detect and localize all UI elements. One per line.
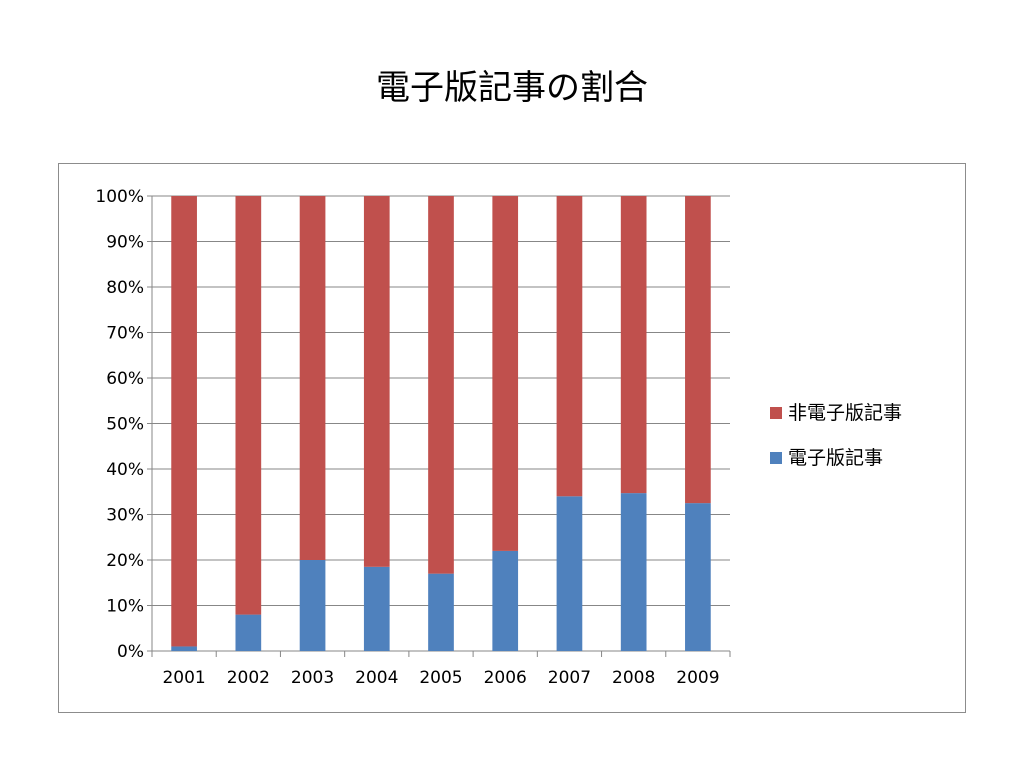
bar-non-electronic	[299, 196, 326, 560]
x-tick-label: 2004	[355, 668, 398, 688]
bar-non-electronic	[492, 196, 519, 551]
bar-non-electronic	[620, 196, 647, 494]
bar-electronic	[299, 560, 326, 651]
x-tick-label: 2002	[227, 668, 270, 688]
bar-electronic	[235, 614, 262, 651]
bar-non-electronic	[363, 196, 390, 567]
y-tick-label: 100%	[95, 187, 144, 207]
y-tick-label: 50%	[106, 415, 144, 435]
legend-swatch	[770, 452, 782, 464]
bar-electronic	[492, 550, 519, 651]
chart-frame: 0% 10% 20% 30% 40% 50% 60% 70% 80% 90% 100% 2001 200…	[58, 163, 966, 713]
bar-electronic	[685, 503, 711, 651]
y-tick-label: 80%	[106, 278, 144, 298]
bar-non-electronic	[235, 196, 262, 615]
bar-electronic	[620, 493, 647, 651]
y-tick-label: 30%	[106, 506, 144, 526]
bar-non-electronic	[556, 196, 583, 497]
y-tick-label: 90%	[106, 233, 144, 253]
x-tick-label: 2005	[419, 668, 462, 688]
legend-label: 電子版記事	[788, 447, 883, 469]
x-tick-label: 2008	[612, 668, 655, 688]
y-tick-label: 20%	[106, 551, 144, 571]
x-tick-label: 2001	[162, 668, 205, 688]
x-tick-label: 2007	[548, 668, 591, 688]
stacked-bar-chart: 0% 10% 20% 30% 40% 50% 60% 70% 80% 90% 100% 2001 200…	[95, 187, 902, 688]
y-tick-label: 0%	[117, 642, 144, 662]
slide-title: 電子版記事の割合	[376, 68, 648, 108]
bar-non-electronic	[685, 196, 711, 504]
legend-label: 非電子版記事	[788, 402, 902, 424]
x-tick-label: 2003	[291, 668, 334, 688]
bar-non-electronic	[171, 196, 197, 647]
y-tick-label: 60%	[106, 369, 144, 389]
y-tick-label: 10%	[106, 597, 144, 617]
bar-electronic	[171, 646, 197, 651]
y-tick-label: 40%	[106, 460, 144, 480]
bar-electronic	[556, 496, 583, 651]
legend-swatch	[770, 407, 782, 419]
x-tick-label: 2006	[484, 668, 527, 688]
bar-electronic	[363, 566, 390, 651]
bar-non-electronic	[428, 196, 454, 574]
x-tick-label: 2009	[676, 668, 719, 688]
bar-electronic	[428, 573, 454, 651]
y-tick-label: 70%	[106, 324, 144, 344]
